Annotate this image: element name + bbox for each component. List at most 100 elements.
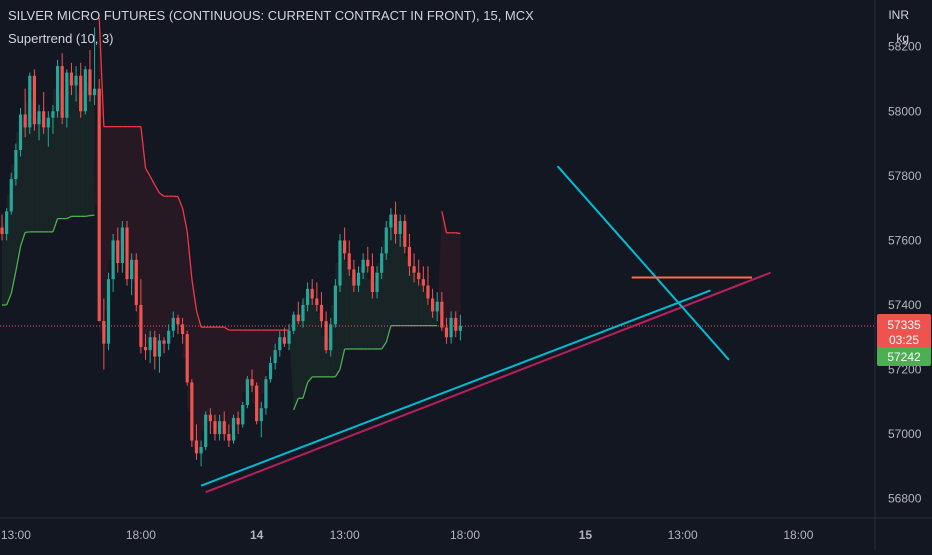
indicator-label[interactable]: Supertrend (10, 3) bbox=[8, 31, 114, 46]
time-tick-label: 13:00 bbox=[668, 528, 698, 542]
supertrend-fill bbox=[71, 81, 76, 217]
candle-body bbox=[315, 299, 318, 305]
candle-body bbox=[61, 66, 64, 118]
candle bbox=[135, 253, 138, 311]
candle bbox=[33, 69, 36, 130]
candle-body bbox=[394, 215, 397, 234]
candle-body bbox=[153, 337, 156, 356]
candle-body bbox=[389, 215, 392, 228]
candle bbox=[241, 402, 244, 428]
supertrend-fill bbox=[229, 330, 234, 429]
candle bbox=[334, 279, 337, 327]
candle bbox=[84, 66, 87, 114]
candle-body bbox=[417, 273, 420, 279]
candle-body bbox=[70, 73, 73, 86]
supertrend-fill bbox=[405, 257, 410, 326]
supertrend-fill bbox=[132, 127, 137, 283]
candle-body bbox=[255, 386, 258, 422]
candle-body bbox=[186, 334, 189, 382]
candle-body bbox=[274, 350, 277, 363]
unit-label: kg bbox=[896, 31, 909, 45]
supertrend-fill bbox=[164, 196, 169, 337]
price-tick-label: 57000 bbox=[888, 427, 922, 441]
supertrend-fill bbox=[178, 197, 183, 330]
candle-body bbox=[246, 379, 249, 405]
supertrend-fill bbox=[354, 279, 359, 349]
candle-body bbox=[56, 66, 59, 111]
candle-body bbox=[357, 273, 360, 286]
candle-body bbox=[454, 318, 457, 331]
candle-body bbox=[408, 247, 411, 266]
candle-body bbox=[459, 326, 462, 331]
price-tick-label: 57600 bbox=[888, 233, 922, 247]
candle-body bbox=[181, 324, 184, 334]
time-tick-label: 14 bbox=[250, 528, 264, 542]
supertrend-fill bbox=[108, 127, 113, 260]
candle-body bbox=[223, 421, 226, 434]
time-tick-label: 18:00 bbox=[450, 528, 480, 542]
candle-body bbox=[172, 318, 175, 331]
candle bbox=[204, 411, 207, 450]
candle-body bbox=[237, 418, 240, 424]
time-tick-label: 13:00 bbox=[1, 528, 31, 542]
candle-body bbox=[116, 240, 119, 263]
candle bbox=[338, 234, 341, 292]
candle bbox=[246, 376, 249, 408]
supertrend-fill bbox=[155, 185, 160, 349]
supertrend-fill bbox=[294, 318, 299, 410]
candle-body bbox=[51, 111, 54, 117]
supertrend-line bbox=[85, 216, 90, 217]
supertrend-fill bbox=[234, 330, 239, 421]
candle-body bbox=[213, 421, 216, 434]
candle-body bbox=[98, 89, 101, 321]
supertrend-line bbox=[456, 233, 461, 234]
candle-body bbox=[320, 305, 323, 321]
candle-body bbox=[301, 305, 304, 321]
supertrend-fill bbox=[39, 119, 44, 232]
supertrend-fill bbox=[456, 233, 461, 329]
candle-body bbox=[47, 118, 50, 128]
candle-body bbox=[436, 302, 439, 312]
candle bbox=[186, 331, 189, 386]
candle-body bbox=[167, 331, 170, 344]
supertrend-fill bbox=[349, 278, 354, 349]
candle-body bbox=[102, 321, 105, 344]
supertrend-fill bbox=[196, 310, 201, 450]
supertrend-fill bbox=[220, 327, 225, 428]
price-tick-label: 57800 bbox=[888, 169, 922, 183]
candle-body bbox=[42, 111, 45, 127]
candle-body bbox=[325, 321, 328, 350]
candle-body bbox=[264, 379, 267, 408]
candle-body bbox=[28, 76, 31, 128]
supertrend-badge-text: 57242 bbox=[887, 350, 921, 364]
candle-body bbox=[10, 179, 13, 211]
candle bbox=[98, 79, 101, 321]
supertrend-fill bbox=[169, 196, 174, 324]
candle-body bbox=[348, 253, 351, 269]
supertrend-fill bbox=[391, 224, 396, 325]
supertrend-fill bbox=[44, 123, 49, 232]
candle-body bbox=[343, 240, 346, 253]
supertrend-fill bbox=[48, 115, 53, 232]
supertrend-fill bbox=[419, 282, 424, 325]
candle-body bbox=[329, 324, 332, 350]
supertrend-fill bbox=[308, 294, 313, 383]
supertrend-fill bbox=[446, 233, 451, 328]
supertrend-fill bbox=[312, 302, 317, 377]
time-tick-label: 18:00 bbox=[126, 528, 156, 542]
supertrend-fill bbox=[409, 269, 414, 325]
candle-body bbox=[362, 260, 365, 273]
supertrend-fill bbox=[2, 223, 7, 305]
supertrend-fill bbox=[317, 313, 322, 377]
candle bbox=[232, 415, 235, 444]
candle-body bbox=[399, 221, 402, 234]
candle-body bbox=[278, 337, 281, 350]
candle-body bbox=[311, 289, 314, 299]
candle-body bbox=[199, 447, 202, 453]
candle-body bbox=[450, 318, 453, 337]
symbol-title[interactable]: SILVER MICRO FUTURES (CONTINUOUS: CURREN… bbox=[8, 8, 534, 23]
candle-body bbox=[93, 89, 96, 95]
supertrend-fill bbox=[345, 261, 350, 349]
